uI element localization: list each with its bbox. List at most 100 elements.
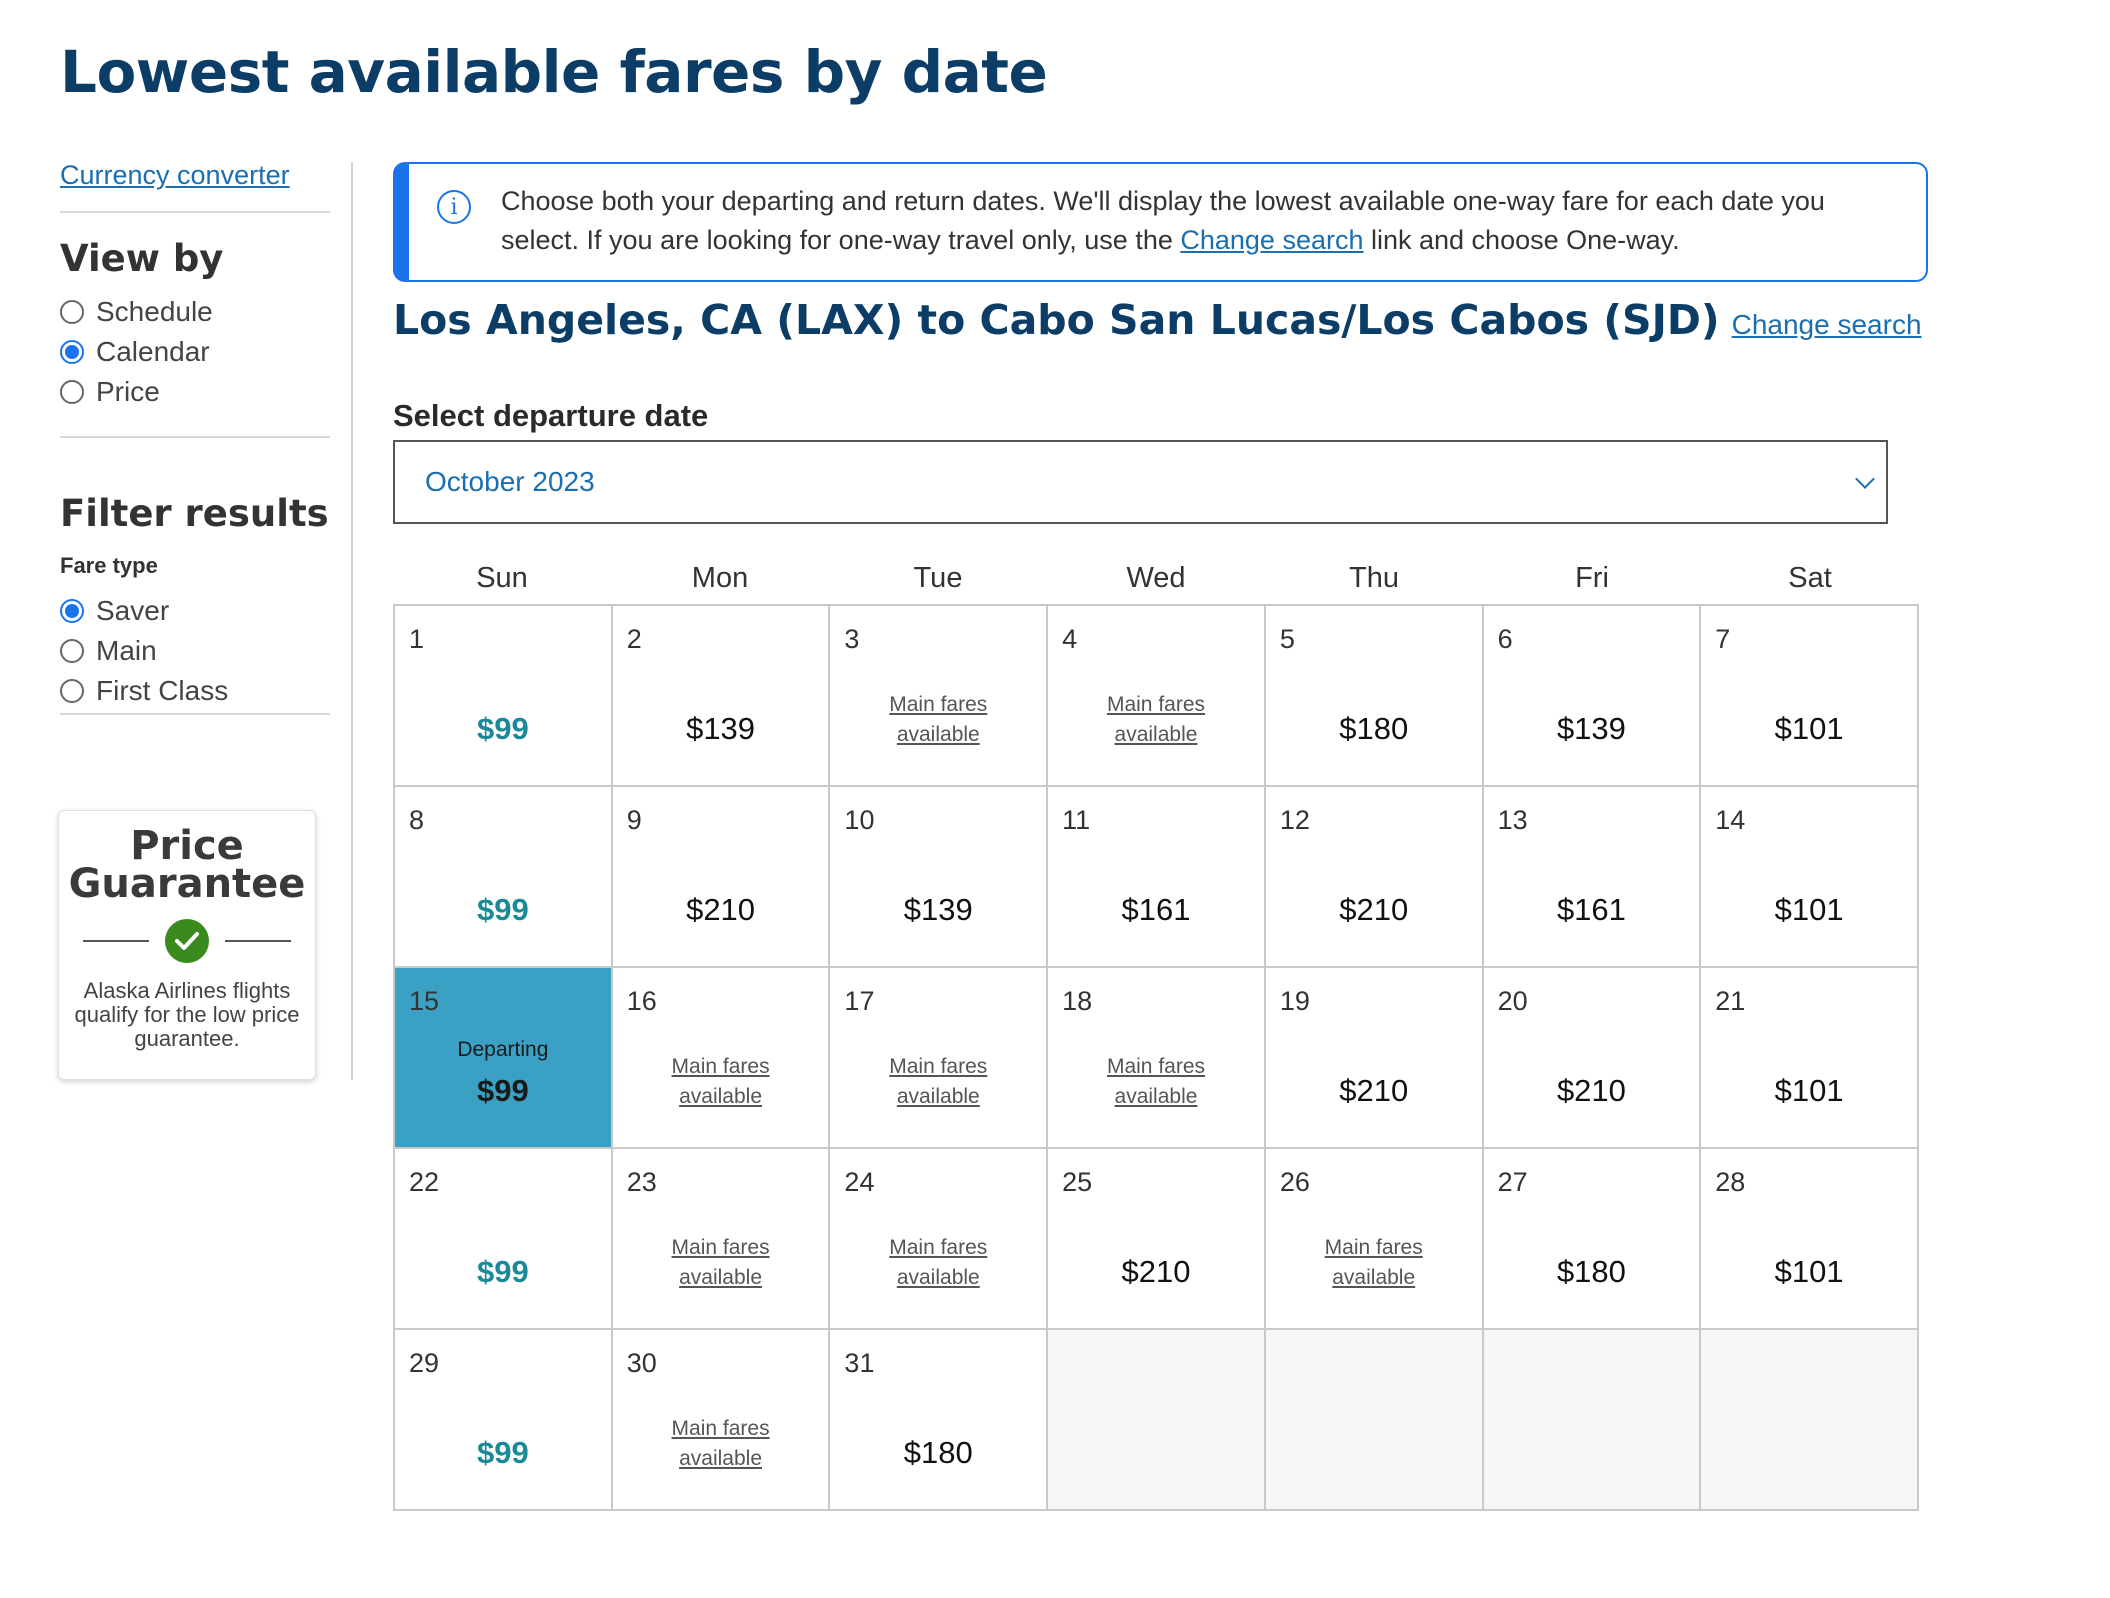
radio-button[interactable] — [60, 300, 84, 324]
main-fares-link[interactable]: Main fares available — [1048, 690, 1264, 750]
calendar-day[interactable]: 22 $99 — [395, 1149, 613, 1330]
calendar-day[interactable]: 25 $210 — [1048, 1149, 1266, 1330]
calendar-day[interactable]: 21 $101 — [1701, 968, 1919, 1149]
calendar-day[interactable]: 14 $101 — [1701, 787, 1919, 968]
day-number: 2 — [626, 624, 642, 654]
calendar-day[interactable]: 19 $210 — [1265, 968, 1484, 1149]
calendar-day[interactable]: 31 $180 — [830, 1330, 1049, 1511]
change-search-link[interactable]: Change search — [1731, 309, 1922, 340]
main-fares-link[interactable]: Main fares available — [830, 1233, 1046, 1293]
lowest-fare-price: $99 — [476, 1435, 529, 1470]
divider — [60, 713, 330, 715]
empty-calendar-cell — [1483, 1330, 1702, 1511]
radio-button-checked[interactable] — [60, 599, 84, 623]
fare-option-main[interactable]: Main — [60, 631, 330, 671]
calendar-day[interactable]: 20 $210 — [1483, 968, 1702, 1149]
main-fares-line: Main fares — [671, 1055, 770, 1078]
day-number: 28 — [1715, 1167, 1746, 1197]
lowest-fare-price: $99 — [476, 1073, 529, 1108]
view-option-calendar[interactable]: Calendar — [60, 332, 330, 372]
calendar-day[interactable]: 17 Main fares available — [830, 968, 1049, 1149]
month-select[interactable]: October 2023 — [393, 440, 1888, 524]
radio-button[interactable] — [60, 380, 84, 404]
calendar-day[interactable]: 26 Main fares available — [1265, 1149, 1484, 1330]
fare-price: $180 — [903, 1435, 973, 1470]
main-fares-link[interactable]: Main fares available — [1266, 1233, 1482, 1293]
day-number: 6 — [1497, 624, 1513, 654]
day-number: 13 — [1497, 805, 1528, 835]
info-text-part: Choose both your departing and return da… — [501, 186, 1825, 255]
info-text-part: link and choose One-way. — [1363, 225, 1680, 255]
radio-button[interactable] — [60, 639, 84, 663]
day-number: 22 — [409, 1167, 440, 1197]
fare-price: $101 — [1774, 892, 1844, 927]
day-number: 1 — [409, 624, 425, 654]
day-number: 27 — [1497, 1167, 1528, 1197]
main-fares-link[interactable]: Main fares available — [830, 690, 1046, 750]
weekday-header-row: Sun Mon Tue Wed Thu Fri Sat — [393, 562, 1919, 595]
calendar-day[interactable]: 12 $210 — [1265, 787, 1484, 968]
main-fares-link[interactable]: Main fares available — [613, 1233, 829, 1293]
calendar-day[interactable]: 5 $180 — [1265, 606, 1484, 787]
fare-option-label: Main — [96, 635, 157, 666]
weekday-header: Mon — [691, 562, 749, 594]
divider — [60, 211, 330, 213]
calendar-day[interactable]: 8 $99 — [395, 787, 613, 968]
weekday-header: Thu — [1349, 562, 1399, 594]
calendar-day[interactable]: 18 Main fares available — [1048, 968, 1266, 1149]
empty-calendar-cell — [1701, 1330, 1919, 1511]
main-fares-line: available — [1114, 1085, 1198, 1108]
main-fares-line: Main fares — [889, 1236, 988, 1259]
day-number: 21 — [1715, 986, 1746, 1016]
calendar-day[interactable]: 7 $101 — [1701, 606, 1919, 787]
radio-button-checked[interactable] — [60, 340, 84, 364]
day-number: 15 — [409, 986, 440, 1016]
currency-converter-link[interactable]: Currency converter — [60, 160, 290, 190]
lowest-fare-price: $99 — [476, 711, 529, 746]
weekday-header: Tue — [913, 562, 963, 594]
calendar-day[interactable]: 11 $161 — [1048, 787, 1266, 968]
checkmark-icon — [165, 919, 209, 963]
empty-calendar-cell — [1265, 1330, 1484, 1511]
view-by-heading: View by — [60, 237, 224, 280]
fare-price: $139 — [903, 892, 973, 927]
lowest-fare-price: $99 — [476, 892, 529, 927]
empty-calendar-cell — [1048, 1330, 1266, 1511]
change-search-link[interactable]: Change search — [1180, 225, 1364, 255]
fare-option-first-class[interactable]: First Class — [60, 671, 330, 711]
day-number: 9 — [626, 805, 642, 835]
day-number: 5 — [1279, 624, 1295, 654]
calendar-day[interactable]: 1 $99 — [395, 606, 613, 787]
calendar-day[interactable]: 16 Main fares available — [612, 968, 831, 1149]
calendar-day[interactable]: 30 Main fares available — [612, 1330, 831, 1511]
calendar-day[interactable]: 13 $161 — [1483, 787, 1702, 968]
main-fares-link[interactable]: Main fares available — [613, 1414, 829, 1474]
calendar-day[interactable]: 4 Main fares available — [1048, 606, 1266, 787]
day-number: 26 — [1279, 1167, 1310, 1197]
calendar-day[interactable]: 9 $210 — [612, 787, 831, 968]
calendar-day[interactable]: 6 $139 — [1483, 606, 1702, 787]
main-fares-link[interactable]: Main fares available — [613, 1052, 829, 1112]
day-number: 4 — [1062, 624, 1078, 654]
day-number: 19 — [1279, 986, 1310, 1016]
radio-button[interactable] — [60, 679, 84, 703]
day-number: 11 — [1062, 805, 1091, 835]
calendar-day[interactable]: 27 $180 — [1483, 1149, 1702, 1330]
main-fares-line: available — [679, 1266, 763, 1289]
price-guarantee-check-row — [59, 919, 315, 963]
calendar-day-selected[interactable]: 15 Departing $99 — [395, 968, 613, 1149]
main-fares-link[interactable]: Main fares available — [830, 1052, 1046, 1112]
calendar-day[interactable]: 3 Main fares available — [830, 606, 1049, 787]
main-fares-link[interactable]: Main fares available — [1048, 1052, 1264, 1112]
calendar-day[interactable]: 10 $139 — [830, 787, 1049, 968]
calendar-day[interactable]: 29 $99 — [395, 1330, 613, 1511]
calendar-day[interactable]: 28 $101 — [1701, 1149, 1919, 1330]
view-option-schedule[interactable]: Schedule — [60, 292, 330, 332]
calendar-day[interactable]: 23 Main fares available — [612, 1149, 831, 1330]
fare-option-label: Saver — [96, 595, 170, 626]
calendar-day[interactable]: 24 Main fares available — [830, 1149, 1049, 1330]
view-option-price[interactable]: Price — [60, 372, 330, 412]
calendar-day[interactable]: 2 $139 — [612, 606, 831, 787]
main-fares-line: available — [679, 1447, 763, 1470]
fare-option-saver[interactable]: Saver — [60, 591, 330, 631]
